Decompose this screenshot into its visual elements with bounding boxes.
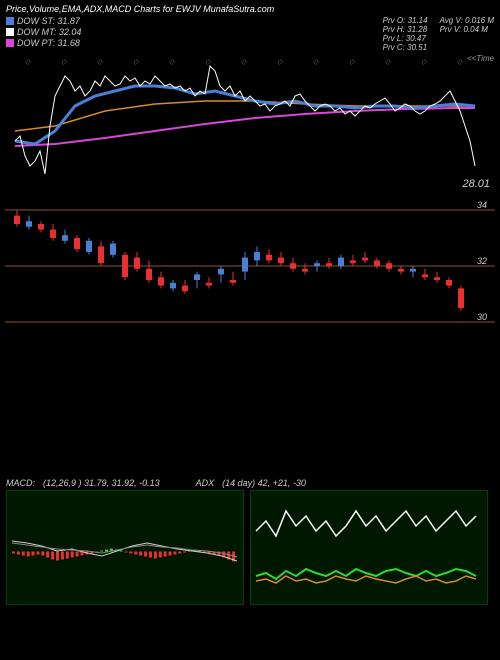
prev-c: Prv C: 30.51 [383,43,428,52]
avg-vol: Avg V: 0.016 M Prv V: 0.04 M [440,16,494,34]
legend-mt: DOW MT: 32.04 [6,27,81,37]
svg-text:◇: ◇ [97,59,103,66]
time-axis-label: <<Time [467,54,494,63]
svg-text:32: 32 [477,256,487,266]
svg-text:◇: ◇ [241,59,247,66]
last-price-label: 28.01 [462,178,490,190]
svg-text:◇: ◇ [169,59,175,66]
legend-block: DOW ST: 31.87 DOW MT: 32.04 DOW PT: 31.6… [6,16,81,48]
adx-values: (14 day) 42, +21, -30 [222,478,306,488]
svg-text:◇: ◇ [133,59,139,66]
svg-text:30: 30 [477,312,487,322]
svg-text:◇: ◇ [205,59,211,66]
macd-label: MACD: [6,478,35,488]
svg-text:34: 34 [477,200,487,210]
legend-pt: DOW PT: 31.68 [6,38,81,48]
svg-text:◇: ◇ [313,59,319,66]
legend-mt-label: DOW MT: 32.04 [17,27,81,37]
prev-o: Prv O: 31.14 [383,16,428,25]
macd-chart [6,490,244,605]
adx-chart [250,490,488,605]
prev-h: Prv H: 31.28 [383,25,428,34]
svg-text:◇: ◇ [25,59,31,66]
svg-text:◇: ◇ [457,59,463,66]
svg-text:◇: ◇ [61,59,67,66]
macd-values: (12,26,9 ) 31.79, 31.92, -0.13 [43,478,160,488]
svg-text:◇: ◇ [385,59,391,66]
spacer [0,346,500,476]
adx-label: ADX [196,478,215,488]
legend-st-label: DOW ST: 31.87 [17,16,80,26]
legend-st: DOW ST: 31.87 [6,16,81,26]
svg-text:◇: ◇ [277,59,283,66]
svg-text:◇: ◇ [349,59,355,66]
line-chart-panel: ◇ ◇ ◇ ◇ ◇ ◇ ◇ ◇ ◇ ◇ ◇ ◇ ◇ <<Time 28.01 [0,56,500,196]
chart-title: Price,Volume,EMA,ADX,MACD Charts for EWJ… [6,4,494,14]
avg-v: Avg V: 0.016 M [440,16,494,25]
svg-text:◇: ◇ [421,59,427,66]
prev-ohlc: Prv O: 31.14 Prv H: 31.28 Prv L: 30.47 P… [383,16,428,52]
prev-v: Prv V: 0.04 M [440,25,494,34]
prev-l: Prv L: 30.47 [383,34,428,43]
candle-chart-panel: 34 32 30 [0,196,500,346]
legend-pt-label: DOW PT: 31.68 [17,38,80,48]
